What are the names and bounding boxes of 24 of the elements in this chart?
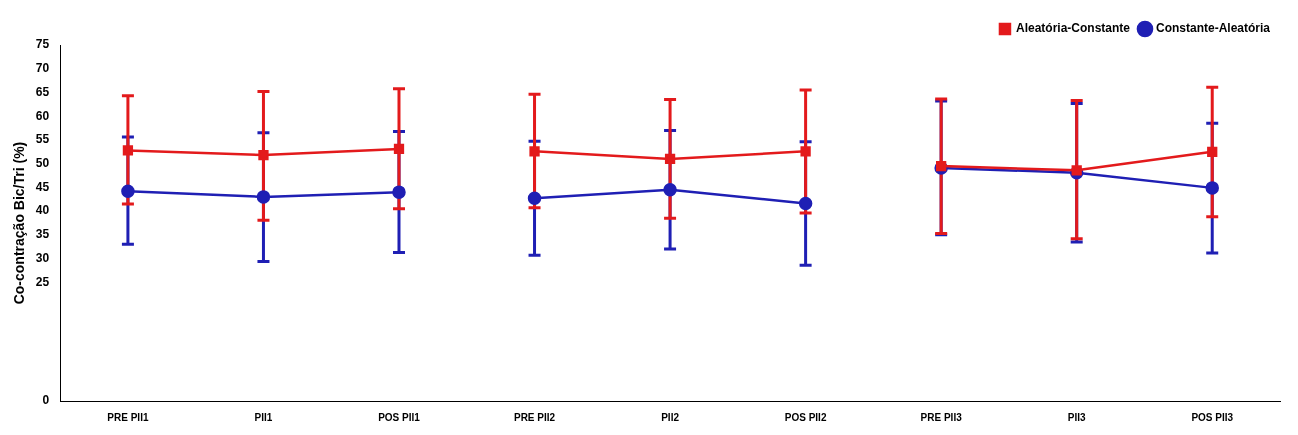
x-tick-label: PII2: [661, 411, 680, 423]
y-tick-label: 65: [35, 84, 50, 99]
y-tick-label: 25: [35, 274, 50, 289]
legend-label: Aleatória-Constante: [1015, 21, 1131, 36]
x-tick-label: POS PII2: [784, 411, 827, 423]
y-tick-label: 30: [35, 250, 50, 265]
y-tick-label: 55: [35, 132, 50, 147]
x-tick-label: POS PII1: [378, 411, 421, 423]
x-tick-label: POS PII3: [1191, 411, 1234, 423]
y-tick-label: 0: [42, 393, 50, 408]
x-tick-label: PII3: [1067, 411, 1087, 423]
y-tick-label: 60: [35, 108, 50, 123]
x-tick-label: PII1: [254, 411, 273, 423]
y-tick-label: 45: [35, 179, 50, 194]
x-tick-label: PRE PII3: [920, 411, 963, 423]
legend-label: Constante-Aleatória: [1155, 21, 1271, 36]
y-tick-label: 50: [35, 155, 50, 170]
y-tick-label: 75: [35, 37, 50, 52]
y-tick-label: 70: [35, 61, 50, 76]
x-tick-label: PRE PII1: [107, 411, 149, 423]
x-tick-label: PRE PII2: [513, 411, 556, 423]
y-tick-label: 35: [35, 227, 50, 242]
y-axis-title: Co-contração Bic/Tri (%): [11, 141, 28, 305]
y-tick-label: 40: [35, 203, 50, 218]
